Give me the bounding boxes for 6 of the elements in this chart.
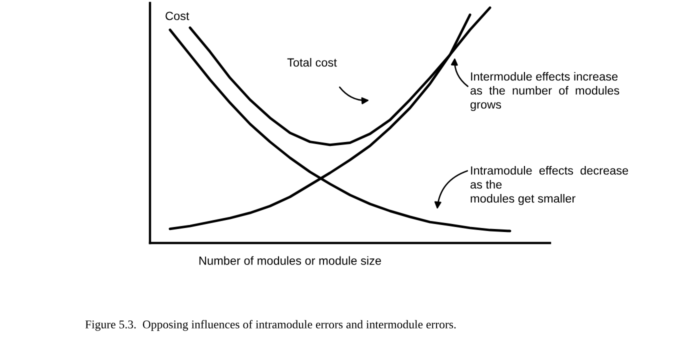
annotation: Intramodule effects decrease as the modules get smaller bbox=[470, 166, 628, 206]
y-axis-title: Cost bbox=[166, 12, 190, 20]
annotation: Intermodule effects increase as the number of modules grows bbox=[470, 72, 620, 112]
caption: Figure 5.3. Opposing influences of intramodule errors and intermodule errors. bbox=[85, 320, 456, 331]
annotation: Total cost bbox=[287, 58, 337, 67]
x-axis-title: Number of modules or module size bbox=[199, 256, 382, 265]
